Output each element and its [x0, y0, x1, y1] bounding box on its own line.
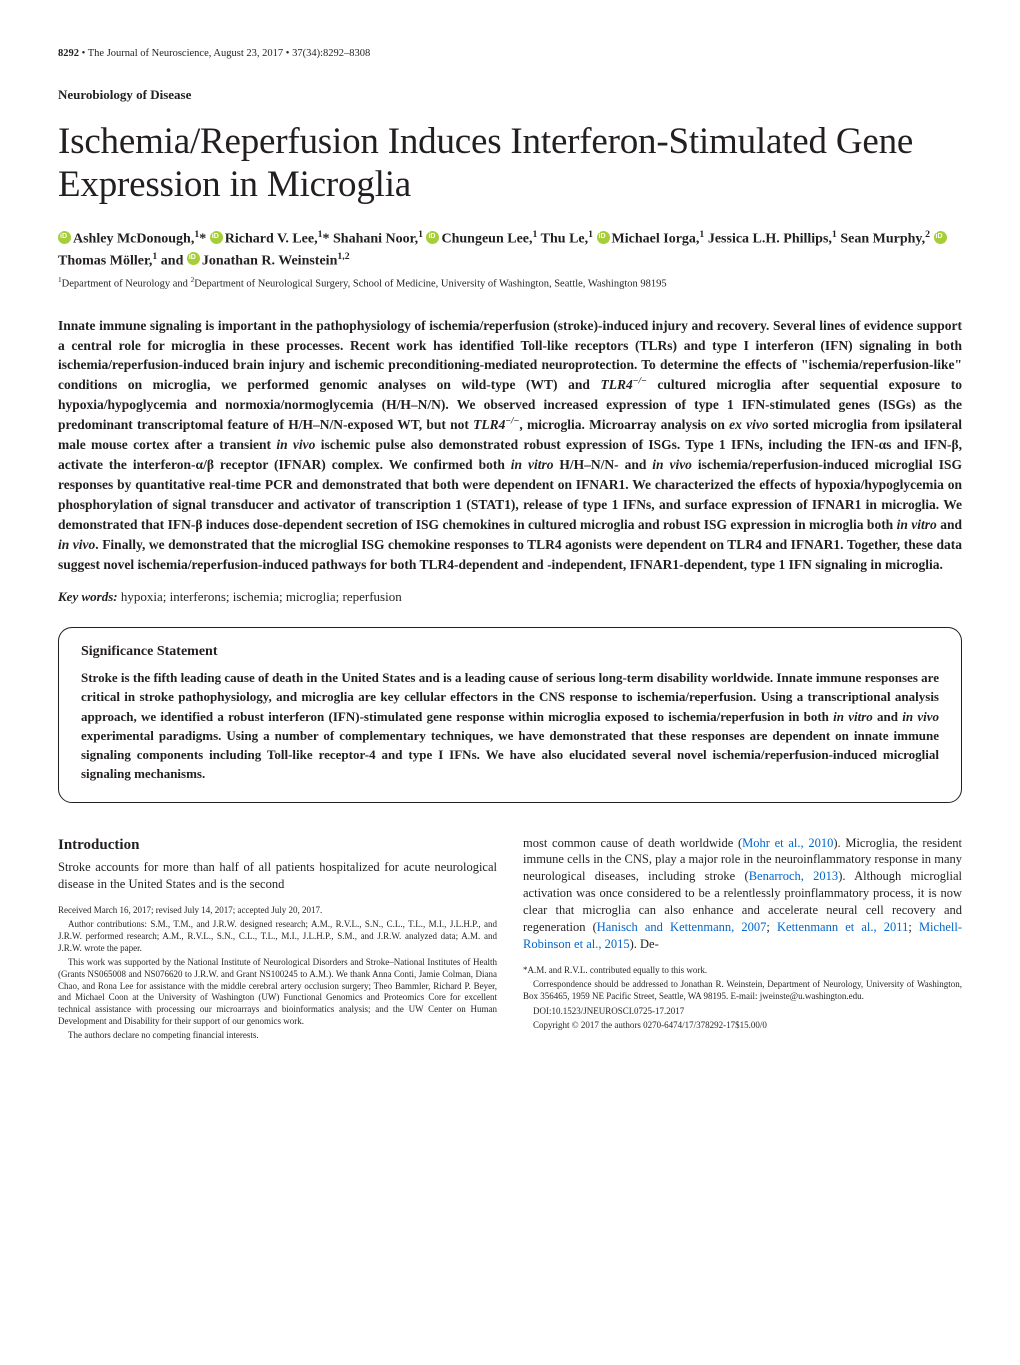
issue-date: August 23, 2017	[213, 48, 283, 59]
significance-body: Stroke is the fifth leading cause of dea…	[81, 668, 939, 783]
keywords-label: Key words:	[58, 589, 118, 604]
author-list: Ashley McDonough,1* Richard V. Lee,1* Sh…	[58, 228, 962, 271]
doi: DOI:10.1523/JNEUROSCI.0725-17.2017	[523, 1006, 962, 1018]
footnotes-right: *A.M. and R.V.L. contributed equally to …	[523, 965, 962, 1032]
page-number: 8292	[58, 48, 79, 59]
funding-statement: This work was supported by the National …	[58, 957, 497, 1027]
running-header: 8292 • The Journal of Neuroscience, Augu…	[58, 48, 962, 59]
footnotes-left: Received March 16, 2017; revised July 14…	[58, 905, 497, 1043]
received-dates: Received March 16, 2017; revised July 14…	[58, 905, 497, 917]
intro-paragraph-left: Stroke accounts for more than half of al…	[58, 859, 497, 893]
left-column: Introduction Stroke accounts for more th…	[58, 835, 497, 1046]
abstract: Innate immune signaling is important in …	[58, 316, 962, 576]
introduction-heading: Introduction	[58, 835, 497, 855]
keywords-text: hypoxia; interferons; ischemia; microgli…	[121, 589, 402, 604]
keywords: Key words: hypoxia; interferons; ischemi…	[58, 589, 962, 605]
journal-name: The Journal of Neuroscience	[88, 48, 209, 59]
section-label: Neurobiology of Disease	[58, 87, 962, 103]
equal-contribution: *A.M. and R.V.L. contributed equally to …	[523, 965, 962, 977]
affiliations: 1Department of Neurology and 2Department…	[58, 275, 962, 291]
issue-info: 37(34):8292–8308	[292, 48, 370, 59]
correspondence: Correspondence should be addressed to Jo…	[523, 979, 962, 1002]
significance-title: Significance Statement	[81, 644, 939, 660]
intro-paragraph-right: most common cause of death worldwide (Mo…	[523, 835, 962, 953]
author-contributions: Author contributions: S.M., T.M., and J.…	[58, 919, 497, 954]
right-column: most common cause of death worldwide (Mo…	[523, 835, 962, 1046]
significance-box: Significance Statement Stroke is the fif…	[58, 627, 962, 802]
body-columns: Introduction Stroke accounts for more th…	[58, 835, 962, 1046]
article-title: Ischemia/Reperfusion Induces Interferon-…	[58, 121, 962, 206]
competing-interests: The authors declare no competing financi…	[58, 1030, 497, 1042]
copyright: Copyright © 2017 the authors 0270-6474/1…	[523, 1020, 962, 1032]
